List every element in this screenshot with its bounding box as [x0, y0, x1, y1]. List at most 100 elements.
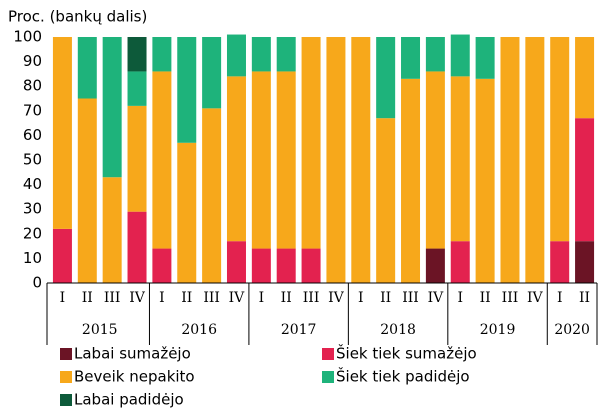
- bar-segment: [376, 37, 396, 119]
- x-tick-label: II: [181, 290, 192, 306]
- bar-segment: [127, 105, 147, 212]
- bar-segment: [226, 76, 246, 242]
- x-tick-label: IV: [527, 290, 544, 306]
- legend-label: Beveik nepakito: [74, 368, 195, 386]
- x-tick-label: III: [203, 290, 220, 306]
- bar-segment: [226, 241, 246, 283]
- y-tick-label: 20: [23, 224, 42, 242]
- legend-label: Labai padidėjo: [74, 391, 184, 409]
- bar-segment: [550, 37, 570, 242]
- x-tick-label: IV: [129, 290, 146, 306]
- bar-segment: [202, 37, 222, 109]
- legend-label: Šiek tiek sumažėjo: [336, 344, 477, 363]
- x-tick-label: IV: [328, 290, 345, 306]
- x-tick-label: III: [104, 290, 121, 306]
- x-tick-label: I: [557, 290, 563, 306]
- y-tick-label: 90: [23, 52, 42, 70]
- bar-segment: [276, 248, 296, 283]
- x-tick-label: II: [579, 290, 590, 306]
- x-tick-label: I: [457, 290, 463, 306]
- bar-segment: [301, 37, 321, 249]
- x-tick-label: IV: [229, 290, 246, 306]
- bar-segment: [127, 211, 147, 283]
- bar-segment: [127, 71, 147, 106]
- legend-swatch: [60, 371, 72, 383]
- bar-segment: [425, 37, 445, 72]
- y-tick-label: 80: [23, 77, 42, 95]
- y-tick-label: 40: [23, 175, 42, 193]
- bar-segment: [301, 248, 321, 283]
- x-tick-label: II: [82, 290, 93, 306]
- legend-swatch: [322, 348, 334, 360]
- x-tick-label: I: [60, 290, 66, 306]
- bar-segment: [425, 248, 445, 283]
- bar-segment: [376, 118, 396, 284]
- y-tick-label: 60: [23, 126, 42, 144]
- legend-swatch: [322, 371, 334, 383]
- bar-segment: [52, 37, 72, 229]
- year-label: 2016: [181, 322, 217, 338]
- legend-swatch: [60, 348, 72, 360]
- x-tick-label: I: [358, 290, 364, 306]
- x-tick-label: III: [303, 290, 320, 306]
- bar-segment: [401, 78, 421, 283]
- bar-segment: [475, 78, 495, 283]
- y-tick-label: 100: [13, 28, 42, 46]
- bar-segment: [351, 37, 371, 283]
- y-tick-label: 70: [23, 101, 42, 119]
- bar-segment: [251, 37, 271, 72]
- bar-segment: [575, 241, 595, 283]
- bar-segment: [276, 71, 296, 249]
- bar-segment: [77, 37, 97, 99]
- bar-segment: [450, 34, 470, 77]
- x-tick-label: II: [380, 290, 391, 306]
- bar-segment: [77, 98, 97, 283]
- bar-segment: [251, 248, 271, 283]
- year-label: 2017: [281, 322, 317, 338]
- legend-label: Labai sumažėjo: [74, 345, 191, 363]
- bar-segment: [326, 37, 346, 283]
- bar-segment: [152, 248, 172, 283]
- bar-segment: [450, 76, 470, 242]
- bar-segment: [550, 241, 570, 283]
- x-tick-label: I: [159, 290, 165, 306]
- bar-segment: [575, 118, 595, 242]
- bar-segment: [177, 142, 197, 283]
- y-tick-label: 0: [32, 274, 42, 292]
- year-label: 2019: [480, 322, 516, 338]
- x-tick-label: I: [259, 290, 265, 306]
- bar-segment: [52, 228, 72, 283]
- bar-segment: [276, 37, 296, 72]
- legend-label: Šiek tiek padidėjo: [336, 367, 470, 386]
- y-tick-label: 30: [23, 200, 42, 218]
- bar-segment: [450, 241, 470, 283]
- bar-segment: [525, 37, 545, 283]
- bar-segment: [251, 71, 271, 249]
- bar-segment: [102, 177, 122, 283]
- x-tick-label: II: [480, 290, 491, 306]
- bar-segment: [575, 37, 595, 119]
- bar-segment: [475, 37, 495, 79]
- bar-segment: [226, 34, 246, 77]
- chart-title: Proc. (bankų dalis): [8, 8, 147, 26]
- bar-segment: [152, 71, 172, 249]
- year-label: 2018: [380, 322, 416, 338]
- year-label: 2015: [82, 322, 118, 338]
- y-tick-label: 50: [23, 151, 42, 169]
- bar-segment: [202, 108, 222, 283]
- bar-segment: [177, 37, 197, 143]
- year-label: 2020: [554, 322, 590, 338]
- bar-segment: [127, 37, 147, 72]
- bar-segment: [102, 37, 122, 178]
- x-tick-label: III: [502, 290, 519, 306]
- bar-segment: [500, 37, 520, 283]
- x-tick-label: II: [281, 290, 292, 306]
- bar-segment: [152, 37, 172, 72]
- bar-segment: [425, 71, 445, 249]
- x-tick-label: IV: [428, 290, 445, 306]
- y-tick-label: 10: [23, 249, 42, 267]
- x-tick-label: III: [402, 290, 419, 306]
- bar-segment: [401, 37, 421, 79]
- legend-swatch: [60, 394, 72, 406]
